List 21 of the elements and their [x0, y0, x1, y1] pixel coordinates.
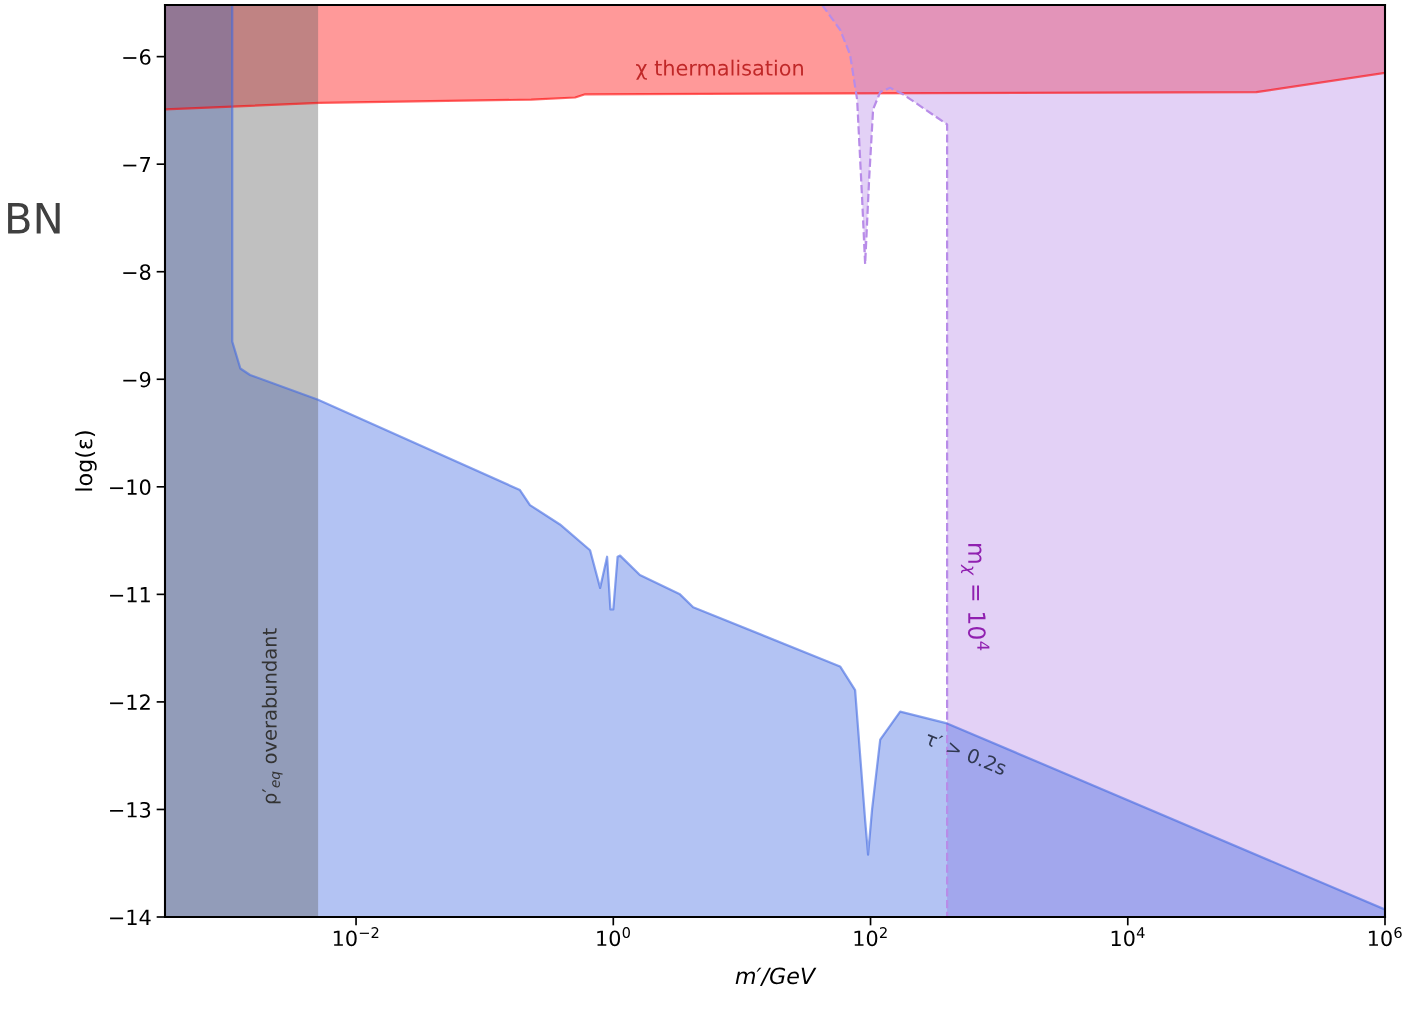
x-axis-title: m′/GeV [735, 967, 817, 986]
x-tick-label: 10$^{2}$ [854, 927, 887, 947]
y-tick-label: −7 [123, 156, 151, 173]
x-tick-label: 10$^{6}$ [1368, 927, 1402, 947]
y-tick-label: −12 [110, 694, 150, 710]
y-tick-label: −14 [110, 909, 151, 925]
text: BN [8, 203, 60, 234]
y-axis-title: log(ε) [75, 431, 97, 491]
y-tick-label: −11 [110, 587, 150, 603]
annotation: τ′ > 0.2s [924, 730, 1008, 776]
y-tick-label: −10 [110, 479, 151, 496]
x-tick-label: 10$^{−2}$ [333, 927, 379, 947]
y-tick-label: −9 [123, 371, 151, 388]
annotation: χ thermalisation [636, 59, 803, 80]
annotation: m$_{χ}$ = 10$^{4}$ [960, 544, 990, 651]
band-label: ρ′$_{eq}$ overabundant [261, 628, 283, 804]
y-tick-label: −13 [110, 801, 151, 818]
x-tick-label: 10$^{4}$ [1111, 927, 1145, 947]
x-tick-label: 10$^{0}$ [597, 927, 630, 947]
y-tick-label: −6 [123, 49, 151, 65]
y-tick-label: −8 [123, 264, 151, 280]
